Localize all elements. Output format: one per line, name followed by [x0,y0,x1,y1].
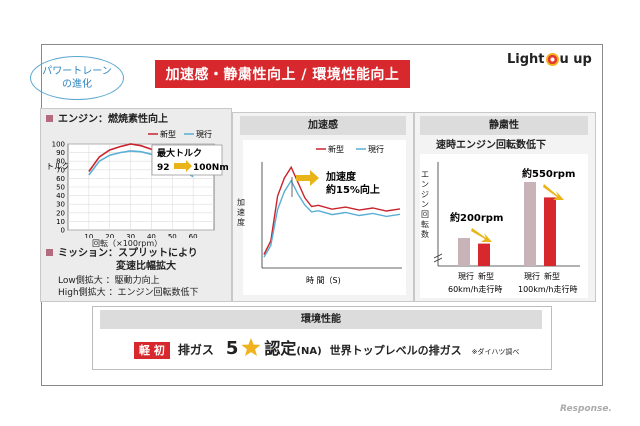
engine-x-tick: 40 [147,233,156,238]
cat2-new: 新型 [544,271,560,281]
env-text-na: (NA) [296,346,322,357]
response-watermark: Response. [560,404,612,414]
accel-series [263,165,401,258]
env-row: 軽 初 排ガス 5 認定 (NA) 世界トップレベルの排ガス ※ダイハツ調べ [134,335,519,359]
engine-torque-chart: 新型 現行 トルク (Nm) 0102030405060708090100102… [46,129,229,238]
quiet-bar-chart: 約200rpm 約550rpm 現行 新型 60km/h走行時 現行 新型 10… [433,162,580,294]
engine-y-tick: 50 [56,184,65,192]
quiet-plot-bg [420,154,588,298]
engine-x-tick: 10 [84,233,93,238]
axis-break-icon [433,253,443,263]
brand-text-after: u up [559,52,592,67]
quiet-bars [458,182,556,266]
bullet-square-icon [46,249,53,256]
mission-details: Low側拡大 ：駆動力向上 High側拡大 ：エンジン回転数低下 [58,275,199,299]
quiet-ylabel: エンジン回転数 [421,170,429,239]
engine-x-tick: 50 [168,233,177,238]
engine-y-tick: 40 [56,192,65,200]
cat1-speed: 60km/h走行時 [448,284,502,294]
engine-y-tick: 80 [56,158,65,166]
accel-legend: 新型 現行 [316,144,384,154]
tag-line1: パワートレーン [42,66,112,77]
cat2-current: 現行 [524,271,540,281]
engine-title-row: エンジン：燃焼素性向上 [46,114,168,125]
accel-series-new [263,165,401,255]
cat1-current: 現行 [458,271,474,281]
accel-legend-new: 新型 [328,144,344,154]
engine-x-tick: 60 [189,233,198,238]
accel-annotation-2: 約15%向上 [326,183,380,196]
legend-new-label: 新型 [160,129,176,139]
quiet-head: 静粛性 [420,116,588,135]
cat2-speed: 100km/h走行時 [518,284,577,294]
mission-line3: Low側拡大 ：駆動力向上 [58,276,160,286]
mission-line2: 変速比幅拡大 [116,261,176,272]
accel-chart: 新型 現行 加速度 約15%向上 時 間（S) [261,144,402,285]
accel-series-current [263,179,401,258]
first-kei-badge: 軽 初 [134,342,170,359]
mission-line4: High側拡大 ：エンジン回転数低下 [58,288,199,298]
callout-from: 92 [157,163,170,173]
brand-o-icon [545,53,559,66]
quiet-bar-current-2 [524,182,536,266]
accel-annotation-1: 加速度 [325,170,357,183]
engine-xlabel: 回転（×100rpm） [92,239,163,248]
brand-text-before: Light [507,52,545,67]
quiet-bar-new-1 [478,243,490,266]
accel-ylabel: 加速度 [237,198,245,227]
bullet-square-icon [46,115,53,122]
accel-head: 加速感 [240,116,406,135]
engine-y-tick: 60 [56,175,65,183]
brand-logo: Light u up [507,52,592,67]
tag-line2: の進化 [62,79,92,90]
env-note: ※ダイハツ調べ [471,348,520,356]
engine-x-tick: 30 [126,233,135,238]
engine-y-tick: 70 [56,166,65,174]
headline-banner: 加速感・静粛性向上 / 環境性能向上 [155,60,410,88]
engine-y-tick: 30 [56,201,65,209]
mission-line1: ミッション：スプリットにより [58,248,198,259]
engine-y-tick: 100 [52,141,65,149]
env-head: 環境性能 [100,310,542,329]
callout-title: 最大トルク [157,147,202,159]
quiet-bar-current-1 [458,238,470,266]
engine-y-tick: 0 [61,227,65,235]
env-text1: 排ガス [177,343,214,357]
quiet-arrow-icon-1 [471,228,492,242]
powertrain-tag: パワートレーン の進化 [30,56,124,100]
quiet-subtitle: 速時エンジン回転数低下 [436,140,546,151]
accel-legend-current: 現行 [368,144,384,154]
quiet-arrow-icon-2 [543,184,564,200]
legend-current-label: 現行 [196,129,212,139]
star-icon [241,338,261,356]
quiet-label-200: 約200rpm [450,211,503,224]
engine-x-tick: 20 [105,233,114,238]
engine-y-tick: 20 [56,209,65,217]
cat1-new: 新型 [478,271,494,281]
engine-y-tick: 90 [56,149,65,157]
mission-block: ミッション：スプリットにより 変速比幅拡大 [46,247,198,273]
quiet-bar-new-2 [544,197,556,266]
callout-arrow-icon [174,160,192,172]
engine-legend: 新型 現行 [148,129,212,139]
accel-arrow-icon [296,170,319,186]
env-stars: 5 [225,338,239,359]
callout-to: 100Nm [193,163,229,173]
env-text2: 認定 [264,339,297,358]
engine-y-tick: 10 [56,218,65,226]
engine-title: エンジン：燃焼素性向上 [58,114,168,125]
quiet-label-550: 約550rpm [522,167,575,180]
accel-xlabel: 時 間（S) [306,276,341,285]
env-text3: 世界トップレベルの排ガス [329,344,462,357]
accel-plot-bg [243,140,406,295]
